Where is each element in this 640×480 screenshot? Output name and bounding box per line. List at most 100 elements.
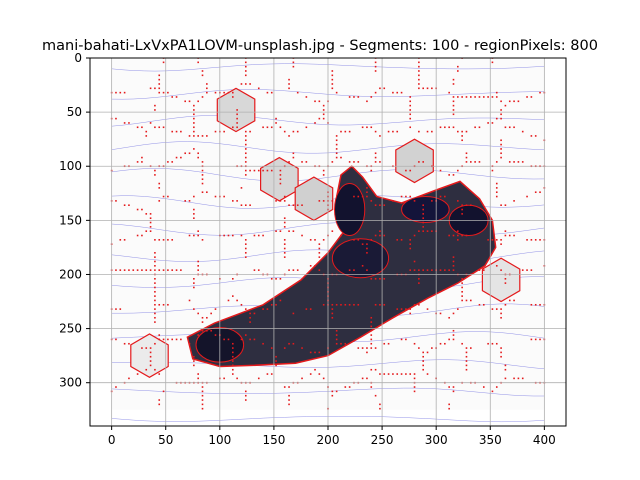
segment-boundary [452,126,455,129]
segment-boundary [422,351,424,354]
segment-boundary [444,126,446,129]
segment-boundary [396,239,399,241]
segment-boundary [348,161,351,163]
segment-boundary [457,200,459,202]
segment-boundary [400,239,403,241]
segment-region [395,138,434,184]
segment-boundary [123,269,126,271]
segment-boundary [413,373,416,375]
segment-boundary [331,83,334,85]
segment-boundary [149,269,152,271]
segment-boundary [521,269,524,271]
segment-boundary [322,303,325,306]
segment-boundary [409,100,412,103]
segment-boundary [366,195,368,198]
segment-boundary [452,113,455,116]
y-tick-label: 150 [59,213,82,227]
x-tick-label: 100 [208,433,231,447]
segment-boundary [197,312,199,315]
segment-boundary [318,117,321,120]
segment-boundary [366,347,368,349]
segment-boundary [383,373,386,375]
segment-boundary [253,269,256,271]
segment-boundary [495,308,498,310]
segment-boundary [500,308,502,310]
segment-boundary [253,234,256,237]
segment-boundary [452,256,455,258]
segment-boundary [236,122,238,124]
segment-boundary [197,377,199,380]
segment-boundary [431,87,433,90]
segment-boundary [227,234,230,237]
segment-boundary [379,403,381,406]
segment-boundary [379,230,381,232]
segment-boundary [154,286,156,289]
segment-boundary [244,161,247,163]
segment-boundary [236,109,238,111]
segment-boundary [232,360,234,362]
segment-boundary [136,126,139,129]
segment-boundary [409,269,412,271]
segment-boundary [154,174,156,176]
segment-boundary [305,96,308,98]
segment-boundary [383,87,386,90]
segment-boundary [210,312,212,315]
segment-boundary [145,130,148,133]
segment-boundary [283,239,286,241]
segment-boundary [201,403,204,406]
segment-boundary [335,139,338,142]
segment-boundary [193,278,195,280]
segment-boundary [158,303,161,306]
segment-boundary [288,230,290,232]
segment-boundary [201,239,204,241]
segment-boundary [249,321,251,323]
segment-boundary [305,126,308,129]
segment-boundary [422,269,424,271]
segment-boundary [188,200,191,202]
segment-boundary [244,70,247,72]
segment-boundary [500,243,502,245]
segment-boundary [504,303,507,306]
segment-boundary [283,226,286,228]
segment-boundary [201,169,204,172]
segment-boundary [193,213,195,215]
segment-boundary [366,187,368,189]
x-tick-label: 250 [371,433,394,447]
segment-boundary [409,109,412,111]
segment-boundary [232,126,234,129]
segment-boundary [253,312,256,315]
segment-boundary [292,156,295,159]
segment-boundary [292,269,295,271]
segment-boundary [305,308,308,310]
segment-boundary [154,87,156,90]
segment-boundary [539,338,541,341]
segment-boundary [175,156,178,159]
segment-boundary [275,117,277,120]
segment-boundary [418,70,420,72]
segment-boundary [123,91,126,94]
segment-boundary [422,213,424,215]
segment-boundary [504,234,507,237]
segment-boundary [409,247,412,250]
segment-boundary [309,373,312,375]
segment-boundary [292,312,295,315]
segment-boundary [180,156,182,159]
segment-boundary [348,269,351,271]
segment-boundary [335,135,338,137]
segment-boundary [158,239,161,241]
segment-boundary [244,247,247,250]
segment-boundary [444,195,446,198]
segment-boundary [405,338,407,341]
segment-boundary [232,347,234,349]
segment-boundary [413,377,416,380]
segment-boundary [439,126,442,129]
segment-region [481,257,521,303]
segment-boundary [154,342,156,345]
segment-boundary [392,373,394,375]
segment-boundary [149,360,152,362]
segment-boundary [201,386,204,388]
segment-boundary [296,130,299,133]
segment-boundary [379,234,381,237]
segment-boundary [335,342,338,345]
segment-boundary [232,351,234,354]
